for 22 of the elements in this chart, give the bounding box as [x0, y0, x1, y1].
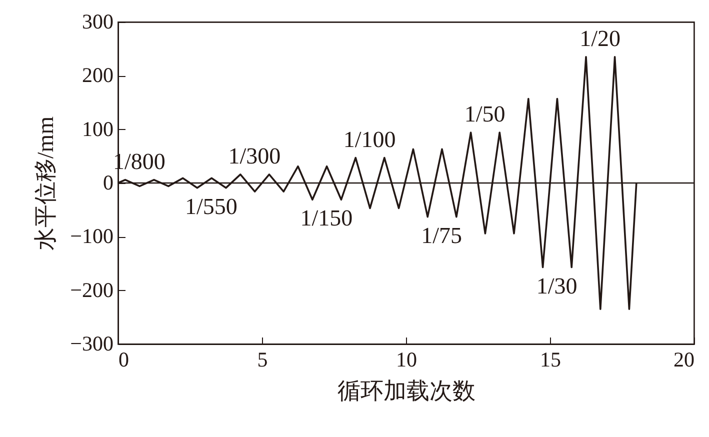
annotation: 1/20 [580, 26, 620, 51]
x-tick-label: 0 [118, 348, 129, 372]
x-axis-title: 循环加载次数 [338, 378, 476, 404]
y-tick-label: 100 [82, 116, 114, 141]
annotation: 1/150 [300, 206, 353, 231]
annotation: 1/30 [536, 273, 578, 298]
y-tick-label: −100 [70, 224, 114, 248]
x-tick-label: 20 [674, 348, 694, 372]
annotation: 1/100 [343, 126, 396, 152]
y-axis-title: 水平位移/mm [33, 116, 58, 251]
annotation: 1/300 [228, 143, 281, 168]
y-tick-label: 200 [82, 63, 114, 88]
x-tick-label: 15 [540, 348, 561, 372]
y-tick-label: −200 [70, 278, 114, 302]
y-tick-label: −300 [70, 332, 114, 356]
y-tick-label: 300 [82, 10, 114, 34]
x-tick-label: 10 [396, 348, 417, 372]
annotation: 1/550 [185, 194, 238, 219]
annotation: 1/75 [421, 222, 462, 248]
annotation: 1/50 [464, 102, 506, 127]
x-tick-label: 5 [257, 348, 268, 372]
y-tick-label: 0 [103, 170, 114, 194]
